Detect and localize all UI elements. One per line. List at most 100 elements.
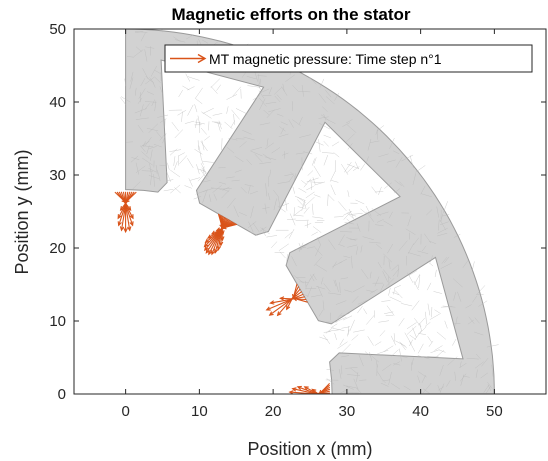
mesh-edge [145,76,155,85]
mesh-edge [230,120,236,128]
mesh-edge [427,336,433,343]
mesh-edge [444,320,448,329]
mesh-edge [437,227,448,234]
mesh-edge [377,262,382,269]
mesh-edge [234,156,244,162]
mesh-edge [177,110,187,116]
mesh-edge [330,323,338,328]
mesh-edge [454,371,456,381]
mesh-edge [210,78,221,88]
mesh-edge [146,145,150,155]
mesh-edge [195,189,209,195]
mesh-edge [430,349,440,353]
mesh-edge [294,196,306,201]
mesh-edge [472,261,475,271]
mesh-edge [383,220,393,227]
mesh-edge [337,341,348,349]
mesh-edge [422,382,432,394]
mesh-edge [316,237,321,246]
mesh-edge [159,164,168,166]
mesh-edge [233,113,235,125]
mesh-edge [226,146,235,154]
force-arrow-head [279,296,285,301]
mesh-edge [150,173,152,186]
mesh-edge [352,285,365,293]
mesh-edge [393,333,395,342]
mesh-edge [309,181,323,183]
force-arrow-head [268,311,274,316]
mesh-edge [278,243,289,251]
force-arrow [269,291,303,316]
mesh-edge [148,168,157,173]
mesh-edge [344,222,355,225]
mesh-edge [331,141,340,147]
mesh-edge [131,157,140,160]
mesh-edge [221,188,230,192]
x-axis-label: Position x (mm) [247,439,372,459]
mesh-edge [417,375,421,383]
mesh-edge [144,137,152,147]
mesh-edge [260,227,270,235]
mesh-edge [242,130,252,135]
mesh-edge [312,216,324,219]
mesh-edge [298,242,310,251]
mesh-edge [322,300,325,311]
mesh-edge [212,113,223,116]
mesh-edge [279,126,286,132]
mesh-edge [187,76,200,81]
y-tick-label: 20 [49,240,66,257]
mesh-edge [166,171,171,182]
force-arrow-head [126,206,132,211]
mesh-edge [321,277,324,285]
mesh-edge [487,382,493,389]
mesh-edge [231,109,240,120]
mesh-edge [149,77,155,84]
mesh-edge [415,165,426,173]
mesh-edge [202,39,209,44]
mesh-edge [246,76,257,80]
mesh-edge [376,211,389,216]
mesh-edge [135,162,139,175]
mesh-edge [375,128,379,135]
mesh-edge [274,86,283,95]
force-arrow [120,191,129,231]
mesh-edge [329,171,336,182]
mesh-edge [334,93,339,101]
force-arrow-head [204,238,210,244]
mesh-edge [356,388,362,394]
mesh-edge [407,215,412,227]
force-arrow [277,288,301,316]
axis-ticks: 0 10 20 30 40 50 0 10 20 30 40 50 [49,21,546,420]
mesh-edge [400,343,406,351]
mesh-edge [399,348,402,362]
mesh-edge [383,269,392,280]
mesh-edge [401,154,414,162]
mesh-edge [338,201,347,212]
mesh-edge [137,124,144,133]
x-tick-label: 40 [412,403,429,420]
mesh-edge [216,84,221,91]
mesh-edge [159,134,165,141]
mesh-edge [353,329,365,333]
mesh-edge [389,296,402,303]
mesh-edge [145,46,155,49]
mesh-edge [280,127,285,135]
mesh-edge [392,190,401,198]
mesh-edge [247,221,257,229]
mesh-edge [481,357,489,367]
mesh-edge [264,142,274,150]
mesh-edge [383,253,392,263]
mesh-edge [388,211,393,219]
mesh-edge [378,153,389,157]
mesh-edge [442,305,456,308]
mesh-edge [144,49,148,62]
mesh-edge [413,237,419,246]
mesh-edge [159,86,163,94]
mesh-edge [179,155,188,164]
mesh-edge [325,96,335,105]
mesh-edge [292,101,293,112]
mesh-edge [162,133,167,144]
force-arrow [211,217,227,255]
force-arrow-head [286,305,291,311]
